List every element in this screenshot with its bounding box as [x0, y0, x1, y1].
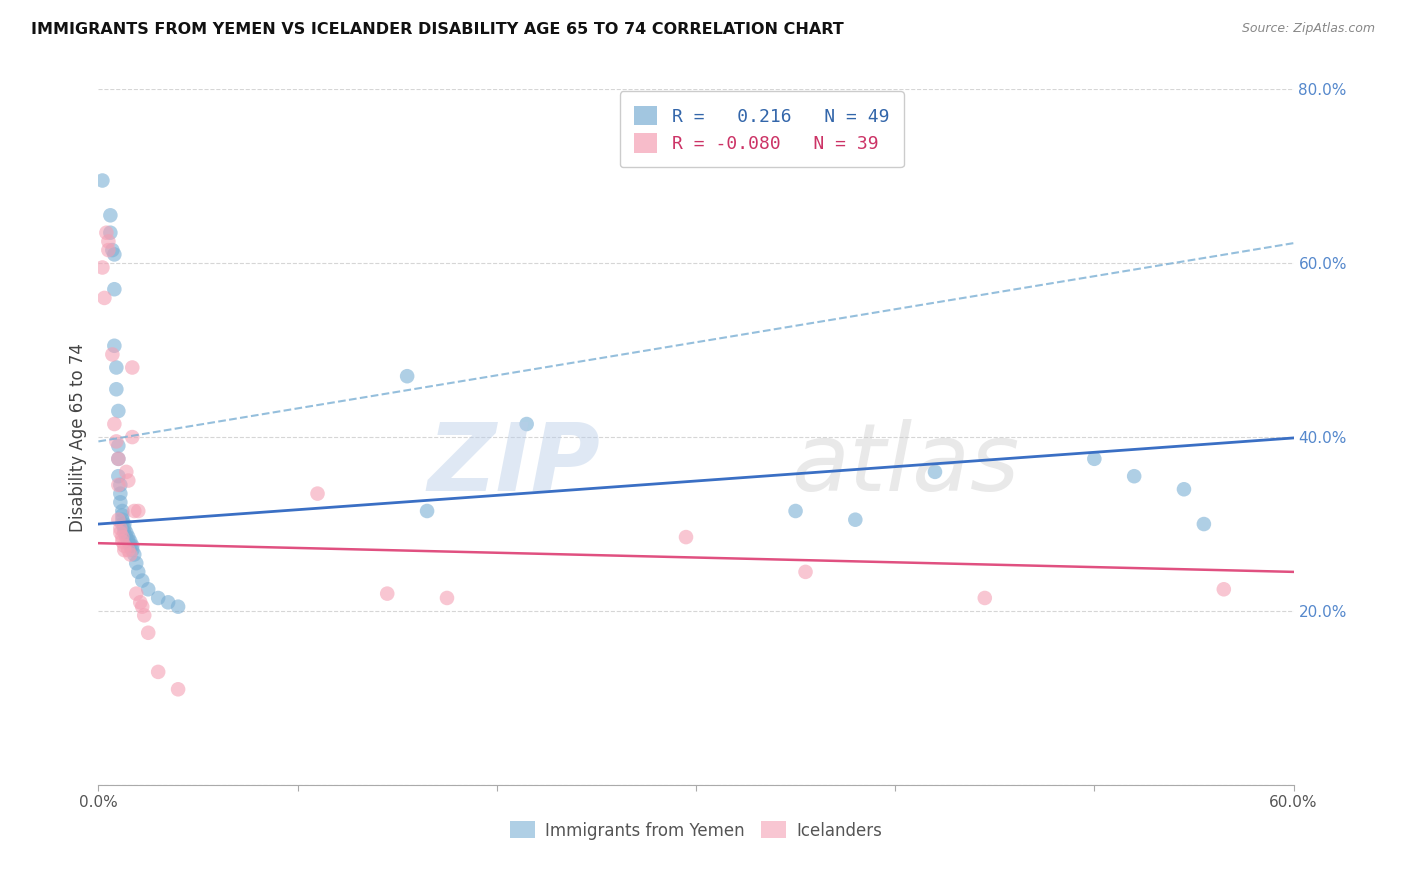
- Point: [111, 530, 134, 544]
- Point: [121, 360, 143, 375]
- Point: [120, 539, 142, 553]
- Point: [127, 504, 149, 518]
- Point: [105, 360, 128, 375]
- Point: [110, 525, 132, 540]
- Point: [124, 504, 146, 518]
- Point: [117, 474, 139, 488]
- Point: [129, 595, 152, 609]
- Point: [120, 548, 142, 562]
- Point: [107, 451, 129, 466]
- Text: atlas: atlas: [792, 419, 1019, 510]
- Point: [93, 291, 115, 305]
- Point: [107, 451, 129, 466]
- Point: [117, 543, 139, 558]
- Point: [121, 539, 143, 553]
- Point: [148, 665, 170, 679]
- Point: [167, 682, 190, 697]
- Point: [1083, 451, 1105, 466]
- Point: [111, 516, 134, 531]
- Point: [98, 208, 122, 222]
- Point: [124, 548, 146, 562]
- Point: [111, 534, 134, 549]
- Point: [416, 504, 439, 518]
- Point: [103, 247, 125, 261]
- Point: [785, 504, 807, 518]
- Point: [105, 434, 128, 449]
- Text: ZIP: ZIP: [427, 419, 600, 511]
- Point: [134, 608, 156, 623]
- Point: [121, 543, 143, 558]
- Point: [111, 508, 134, 523]
- Point: [112, 539, 135, 553]
- Point: [103, 339, 125, 353]
- Point: [105, 382, 128, 396]
- Point: [127, 565, 149, 579]
- Legend: Immigrants from Yemen, Icelanders: Immigrants from Yemen, Icelanders: [503, 814, 889, 847]
- Point: [101, 347, 124, 361]
- Point: [91, 260, 114, 275]
- Point: [112, 543, 135, 558]
- Point: [125, 556, 148, 570]
- Point: [97, 243, 120, 257]
- Point: [675, 530, 697, 544]
- Point: [396, 369, 419, 384]
- Point: [91, 173, 114, 187]
- Point: [111, 513, 134, 527]
- Point: [148, 591, 170, 605]
- Point: [136, 625, 159, 640]
- Point: [844, 513, 866, 527]
- Point: [112, 521, 135, 535]
- Point: [117, 530, 139, 544]
- Point: [115, 530, 138, 544]
- Point: [110, 521, 132, 535]
- Text: Source: ZipAtlas.com: Source: ZipAtlas.com: [1241, 22, 1375, 36]
- Point: [131, 599, 153, 614]
- Point: [125, 587, 148, 601]
- Point: [111, 504, 134, 518]
- Point: [157, 595, 180, 609]
- Point: [107, 513, 129, 527]
- Point: [121, 430, 143, 444]
- Point: [516, 417, 538, 431]
- Point: [794, 565, 817, 579]
- Point: [98, 226, 122, 240]
- Point: [107, 469, 129, 483]
- Point: [924, 465, 946, 479]
- Point: [375, 587, 398, 601]
- Point: [131, 574, 153, 588]
- Y-axis label: Disability Age 65 to 74: Disability Age 65 to 74: [69, 343, 87, 532]
- Point: [136, 582, 159, 597]
- Point: [107, 439, 129, 453]
- Point: [110, 486, 132, 500]
- Point: [120, 534, 142, 549]
- Text: IMMIGRANTS FROM YEMEN VS ICELANDER DISABILITY AGE 65 TO 74 CORRELATION CHART: IMMIGRANTS FROM YEMEN VS ICELANDER DISAB…: [31, 22, 844, 37]
- Point: [1173, 482, 1195, 496]
- Point: [110, 478, 132, 492]
- Point: [436, 591, 458, 605]
- Point: [112, 516, 135, 531]
- Point: [1192, 516, 1215, 531]
- Point: [103, 282, 125, 296]
- Point: [112, 525, 135, 540]
- Point: [101, 243, 124, 257]
- Point: [97, 235, 120, 249]
- Point: [973, 591, 995, 605]
- Point: [107, 478, 129, 492]
- Point: [115, 525, 138, 540]
- Point: [103, 417, 125, 431]
- Point: [96, 226, 118, 240]
- Point: [107, 404, 129, 418]
- Point: [1123, 469, 1146, 483]
- Point: [307, 486, 329, 500]
- Point: [110, 495, 132, 509]
- Point: [115, 465, 138, 479]
- Point: [167, 599, 190, 614]
- Point: [117, 534, 139, 549]
- Point: [1212, 582, 1234, 597]
